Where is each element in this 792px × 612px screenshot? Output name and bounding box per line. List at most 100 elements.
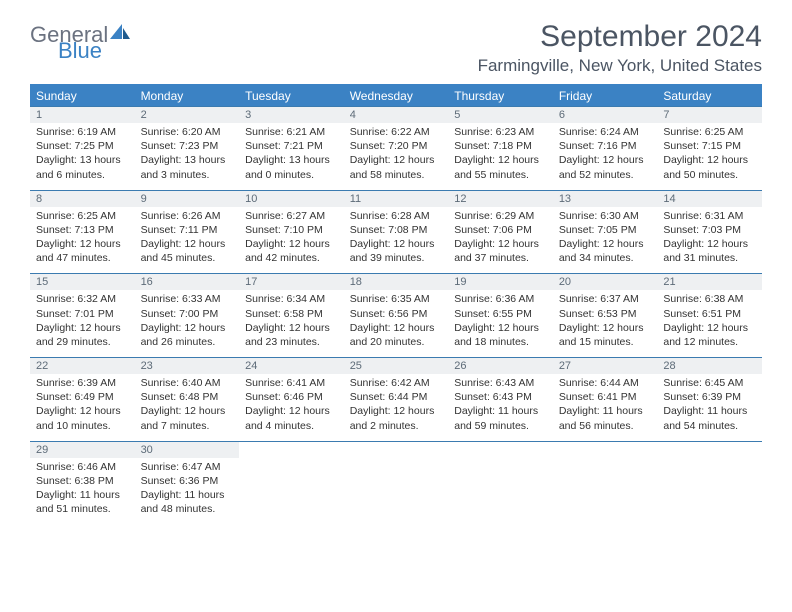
date-number-cell: 19 bbox=[448, 274, 553, 291]
date-number-row: 2930 bbox=[30, 441, 762, 458]
header: General Blue September 2024 Farmingville… bbox=[30, 20, 762, 76]
sunset-line: Sunset: 7:13 PM bbox=[36, 223, 129, 237]
sunrise-line: Sunrise: 6:40 AM bbox=[141, 376, 234, 390]
day-header-cell: Thursday bbox=[448, 85, 553, 107]
sunrise-line: Sunrise: 6:36 AM bbox=[454, 292, 547, 306]
daylight-line: Daylight: 12 hours and 52 minutes. bbox=[559, 153, 652, 181]
date-data-cell: Sunrise: 6:29 AMSunset: 7:06 PMDaylight:… bbox=[448, 207, 553, 274]
sunrise-line: Sunrise: 6:37 AM bbox=[559, 292, 652, 306]
sunrise-line: Sunrise: 6:25 AM bbox=[663, 125, 756, 139]
sunrise-line: Sunrise: 6:28 AM bbox=[350, 209, 443, 223]
sunset-line: Sunset: 7:06 PM bbox=[454, 223, 547, 237]
sunset-line: Sunset: 7:18 PM bbox=[454, 139, 547, 153]
date-data-cell: Sunrise: 6:41 AMSunset: 6:46 PMDaylight:… bbox=[239, 374, 344, 441]
sunrise-line: Sunrise: 6:23 AM bbox=[454, 125, 547, 139]
date-number-cell: 26 bbox=[448, 358, 553, 375]
daylight-line: Daylight: 12 hours and 18 minutes. bbox=[454, 321, 547, 349]
sunrise-line: Sunrise: 6:33 AM bbox=[141, 292, 234, 306]
title-block: September 2024 Farmingville, New York, U… bbox=[478, 20, 762, 76]
sunset-line: Sunset: 7:05 PM bbox=[559, 223, 652, 237]
daylight-line: Daylight: 12 hours and 4 minutes. bbox=[245, 404, 338, 432]
date-data-cell: Sunrise: 6:25 AMSunset: 7:15 PMDaylight:… bbox=[657, 123, 762, 190]
daylight-line: Daylight: 12 hours and 12 minutes. bbox=[663, 321, 756, 349]
date-data-cell: Sunrise: 6:44 AMSunset: 6:41 PMDaylight:… bbox=[553, 374, 658, 441]
date-number-cell: 24 bbox=[239, 358, 344, 375]
sunrise-line: Sunrise: 6:39 AM bbox=[36, 376, 129, 390]
date-number-cell: 25 bbox=[344, 358, 449, 375]
date-number-cell: 1 bbox=[30, 107, 135, 124]
sunset-line: Sunset: 6:48 PM bbox=[141, 390, 234, 404]
date-number-cell: 30 bbox=[135, 441, 240, 458]
date-number-cell: 8 bbox=[30, 190, 135, 207]
sunrise-line: Sunrise: 6:38 AM bbox=[663, 292, 756, 306]
sunrise-line: Sunrise: 6:22 AM bbox=[350, 125, 443, 139]
date-number-cell: 12 bbox=[448, 190, 553, 207]
date-data-cell: Sunrise: 6:25 AMSunset: 7:13 PMDaylight:… bbox=[30, 207, 135, 274]
sunrise-line: Sunrise: 6:47 AM bbox=[141, 460, 234, 474]
sunrise-line: Sunrise: 6:29 AM bbox=[454, 209, 547, 223]
date-number-cell bbox=[657, 441, 762, 458]
date-data-cell: Sunrise: 6:40 AMSunset: 6:48 PMDaylight:… bbox=[135, 374, 240, 441]
date-data-cell: Sunrise: 6:39 AMSunset: 6:49 PMDaylight:… bbox=[30, 374, 135, 441]
daylight-line: Daylight: 12 hours and 47 minutes. bbox=[36, 237, 129, 265]
date-data-cell: Sunrise: 6:35 AMSunset: 6:56 PMDaylight:… bbox=[344, 290, 449, 357]
daylight-line: Daylight: 12 hours and 34 minutes. bbox=[559, 237, 652, 265]
sunrise-line: Sunrise: 6:30 AM bbox=[559, 209, 652, 223]
date-number-cell: 28 bbox=[657, 358, 762, 375]
sunset-line: Sunset: 7:00 PM bbox=[141, 307, 234, 321]
sunrise-line: Sunrise: 6:46 AM bbox=[36, 460, 129, 474]
day-header-cell: Friday bbox=[553, 85, 658, 107]
daylight-line: Daylight: 12 hours and 58 minutes. bbox=[350, 153, 443, 181]
day-header-cell: Tuesday bbox=[239, 85, 344, 107]
date-number-cell bbox=[239, 441, 344, 458]
sunrise-line: Sunrise: 6:32 AM bbox=[36, 292, 129, 306]
date-data-cell: Sunrise: 6:31 AMSunset: 7:03 PMDaylight:… bbox=[657, 207, 762, 274]
daylight-line: Daylight: 11 hours and 51 minutes. bbox=[36, 488, 129, 516]
date-number-cell: 9 bbox=[135, 190, 240, 207]
daylight-line: Daylight: 13 hours and 6 minutes. bbox=[36, 153, 129, 181]
sunset-line: Sunset: 6:58 PM bbox=[245, 307, 338, 321]
date-data-cell bbox=[448, 458, 553, 525]
sunset-line: Sunset: 6:43 PM bbox=[454, 390, 547, 404]
date-data-cell: Sunrise: 6:21 AMSunset: 7:21 PMDaylight:… bbox=[239, 123, 344, 190]
date-number-cell: 27 bbox=[553, 358, 658, 375]
sunset-line: Sunset: 7:10 PM bbox=[245, 223, 338, 237]
date-number-cell: 20 bbox=[553, 274, 658, 291]
date-number-cell: 21 bbox=[657, 274, 762, 291]
date-number-cell bbox=[553, 441, 658, 458]
daylight-line: Daylight: 12 hours and 2 minutes. bbox=[350, 404, 443, 432]
sunset-line: Sunset: 6:49 PM bbox=[36, 390, 129, 404]
date-data-cell bbox=[239, 458, 344, 525]
daylight-line: Daylight: 12 hours and 37 minutes. bbox=[454, 237, 547, 265]
date-data-cell: Sunrise: 6:23 AMSunset: 7:18 PMDaylight:… bbox=[448, 123, 553, 190]
sunrise-line: Sunrise: 6:35 AM bbox=[350, 292, 443, 306]
daylight-line: Daylight: 12 hours and 7 minutes. bbox=[141, 404, 234, 432]
date-number-cell bbox=[344, 441, 449, 458]
sunrise-line: Sunrise: 6:43 AM bbox=[454, 376, 547, 390]
sunrise-line: Sunrise: 6:31 AM bbox=[663, 209, 756, 223]
daylight-line: Daylight: 11 hours and 56 minutes. bbox=[559, 404, 652, 432]
sunrise-line: Sunrise: 6:24 AM bbox=[559, 125, 652, 139]
day-header-cell: Wednesday bbox=[344, 85, 449, 107]
date-data-cell bbox=[344, 458, 449, 525]
sunset-line: Sunset: 6:51 PM bbox=[663, 307, 756, 321]
daylight-line: Daylight: 12 hours and 42 minutes. bbox=[245, 237, 338, 265]
sunset-line: Sunset: 6:44 PM bbox=[350, 390, 443, 404]
date-data-cell: Sunrise: 6:28 AMSunset: 7:08 PMDaylight:… bbox=[344, 207, 449, 274]
sunrise-line: Sunrise: 6:41 AM bbox=[245, 376, 338, 390]
day-header-cell: Saturday bbox=[657, 85, 762, 107]
date-data-cell: Sunrise: 6:46 AMSunset: 6:38 PMDaylight:… bbox=[30, 458, 135, 525]
date-data-cell: Sunrise: 6:22 AMSunset: 7:20 PMDaylight:… bbox=[344, 123, 449, 190]
sunset-line: Sunset: 6:56 PM bbox=[350, 307, 443, 321]
date-data-cell: Sunrise: 6:47 AMSunset: 6:36 PMDaylight:… bbox=[135, 458, 240, 525]
daylight-line: Daylight: 13 hours and 3 minutes. bbox=[141, 153, 234, 181]
sunrise-line: Sunrise: 6:25 AM bbox=[36, 209, 129, 223]
date-data-cell bbox=[553, 458, 658, 525]
date-number-cell: 13 bbox=[553, 190, 658, 207]
sunrise-line: Sunrise: 6:44 AM bbox=[559, 376, 652, 390]
daylight-line: Daylight: 12 hours and 20 minutes. bbox=[350, 321, 443, 349]
date-data-row: Sunrise: 6:39 AMSunset: 6:49 PM Daylight:… bbox=[30, 374, 762, 441]
date-data-cell: Sunrise: 6:43 AMSunset: 6:43 PMDaylight:… bbox=[448, 374, 553, 441]
sunset-line: Sunset: 6:39 PM bbox=[663, 390, 756, 404]
sunrise-line: Sunrise: 6:27 AM bbox=[245, 209, 338, 223]
